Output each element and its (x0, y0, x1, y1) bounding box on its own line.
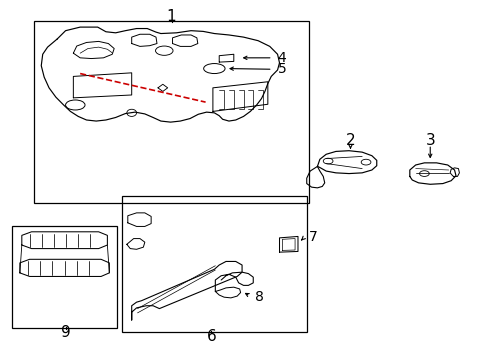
Text: 6: 6 (206, 329, 216, 344)
Text: 9: 9 (61, 325, 70, 341)
Text: 3: 3 (425, 133, 434, 148)
Text: 8: 8 (255, 290, 264, 304)
Bar (122, 196, 306, 332)
Text: 1: 1 (166, 9, 176, 24)
Text: 4: 4 (277, 51, 286, 65)
Text: 7: 7 (308, 230, 317, 244)
Text: 5: 5 (277, 62, 286, 76)
Bar (34, 21, 308, 203)
Text: 2: 2 (345, 133, 355, 148)
Bar (12, 226, 116, 328)
